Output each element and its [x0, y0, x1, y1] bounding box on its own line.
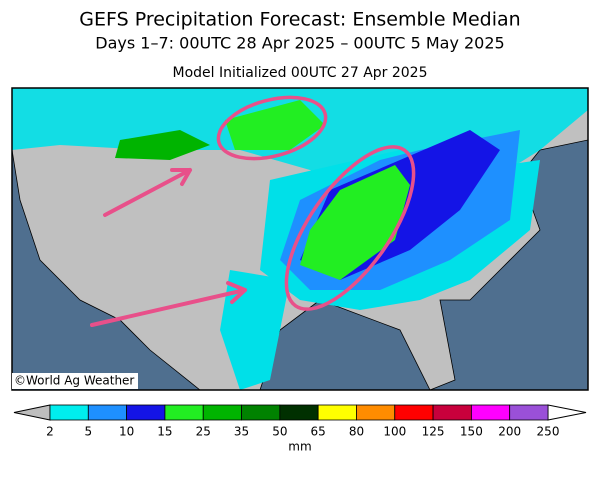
colorbar-segment — [432, 404, 472, 421]
subtitle: Days 1–7: 00UTC 28 Apr 2025 – 00UTC 5 Ma… — [95, 34, 504, 53]
arrow-west — [103, 168, 192, 217]
colorbar-segment — [49, 404, 89, 421]
precip-texas — [220, 270, 290, 390]
colorbar-segment — [202, 404, 242, 421]
credit-box — [12, 373, 138, 389]
precip-green — [300, 165, 410, 280]
colorbar-under — [13, 404, 51, 421]
colorbar-unit: mm — [288, 440, 311, 454]
colorbar-label: 35 — [234, 425, 249, 439]
colorbar-label: 25 — [196, 425, 211, 439]
colorbar-segment — [317, 404, 357, 421]
precip-dakotas — [225, 100, 325, 150]
title: GEFS Precipitation Forecast: Ensemble Me… — [79, 9, 520, 31]
colorbar-label: 10 — [119, 425, 134, 439]
highlight-north — [216, 95, 328, 161]
colorbar-label: 200 — [498, 425, 521, 439]
precip-montana — [115, 130, 210, 160]
colorbar-label: 2 — [46, 425, 54, 439]
colorbar-segment — [509, 404, 549, 421]
map: ©World Ag Weather — [11, 87, 589, 391]
colorbar-segment — [470, 404, 511, 421]
highlight-central — [284, 145, 416, 311]
colorbar-segment — [394, 404, 434, 421]
colorbar-label: 150 — [460, 425, 483, 439]
colorbar-over — [547, 404, 587, 421]
colorbar-segment — [279, 404, 319, 421]
colorbar-label: 125 — [422, 425, 445, 439]
colorbar-label: 65 — [311, 425, 326, 439]
colorbar-label: 50 — [272, 425, 287, 439]
colorbar-segment — [356, 404, 396, 421]
colorbar-label: 100 — [383, 425, 406, 439]
colorbar-segment — [164, 404, 204, 421]
credit: ©World Ag Weather — [14, 374, 134, 388]
init-time: Model Initialized 00UTC 27 Apr 2025 — [173, 65, 428, 81]
colorbar-segment — [241, 404, 281, 421]
colorbar-segment — [87, 404, 128, 421]
colorbar-label: 15 — [157, 425, 172, 439]
colorbar-label: 80 — [349, 425, 364, 439]
colorbar: 2 5 10 15 25 35 50 65 80 100 125 150 200 250 — [13, 404, 587, 439]
colorbar-label: 5 — [84, 425, 92, 439]
arrow-south — [90, 281, 247, 327]
colorbar-label: 250 — [537, 425, 560, 439]
colorbar-segment — [126, 404, 166, 421]
